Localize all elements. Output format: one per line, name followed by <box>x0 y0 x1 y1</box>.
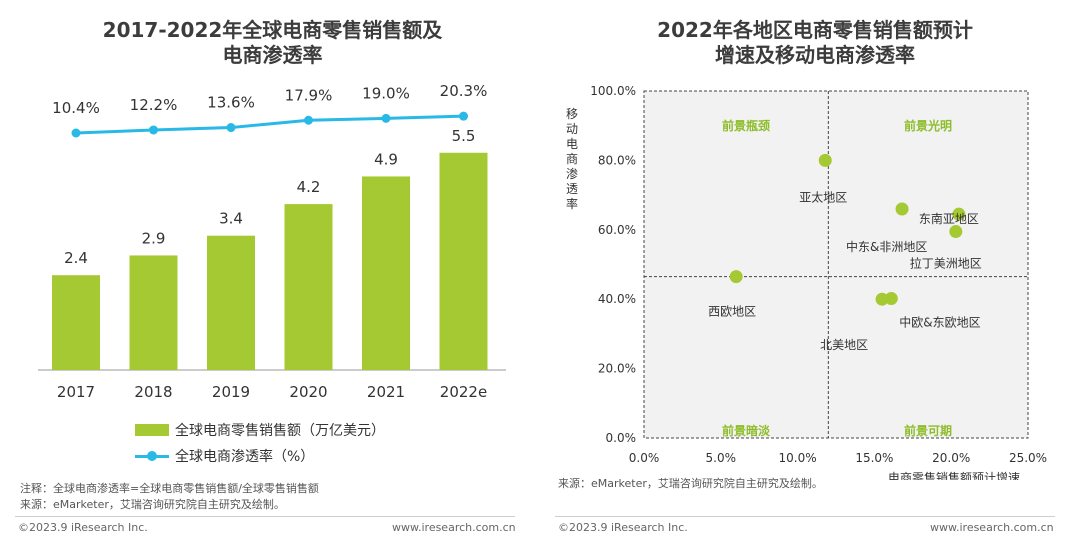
quadrant-label: 前景瓶颈 <box>722 118 770 133</box>
x-tick-label: 10.0% <box>779 451 817 465</box>
scatter-point <box>818 153 832 167</box>
y-tick-label: 100.0% <box>590 84 636 98</box>
penetration-line <box>75 114 464 135</box>
line-point <box>71 128 81 138</box>
y-axis-label-char: 动 <box>566 122 578 136</box>
line-value-label: 20.3% <box>440 82 488 100</box>
left-combo-chart: 2.4 2017 2.9 2018 3.4 2019 4.2 2020 4.9 2021 5.5 20… <box>38 82 506 401</box>
left-source: 来源：eMarketer，艾瑞咨询研究院自主研究及绘制。 <box>20 498 285 511</box>
x-tick-label: 2018 <box>134 383 172 401</box>
bar-value-label: 2.9 <box>142 229 166 247</box>
left-note: 注释：全球电商渗透率=全球电商零售销售额/全球零售销售额 <box>20 482 319 495</box>
line-point <box>381 113 391 123</box>
x-tick-label: 2021 <box>367 383 405 401</box>
left-copyright: ©2023.9 iResearch Inc. <box>18 521 148 534</box>
scatter-point <box>949 225 963 239</box>
right-scatter-chart: 0.0% 5.0% 10.0% 15.0% 20.0% 25.0% 0.0% 20.0% 40.… <box>566 84 1047 480</box>
legend-bar-swatch <box>135 424 169 436</box>
quadrant-label: 前景光明 <box>904 118 952 133</box>
bar-value-label: 4.2 <box>297 178 321 196</box>
quadrant-label: 前景暗淡 <box>722 423 771 438</box>
y-axis-label-char: 率 <box>566 196 578 211</box>
line-value-label: 12.2% <box>130 96 178 114</box>
x-tick-label: 2017 <box>57 383 95 401</box>
line-point <box>149 125 158 135</box>
y-tick-label: 20.0% <box>598 362 636 376</box>
line-point <box>226 123 236 133</box>
bar <box>52 275 100 370</box>
quadrant-label: 前景可期 <box>904 423 952 438</box>
right-title-line2: 增速及移动电商渗透率 <box>715 43 915 67</box>
x-tick-label: 25.0% <box>1009 451 1047 465</box>
line-point <box>304 115 313 125</box>
bar <box>207 235 255 370</box>
scatter-point-label: 北美地区 <box>820 338 868 352</box>
scatter-point <box>884 292 898 306</box>
left-footer-divider <box>15 516 515 517</box>
scatter-point-label: 中东&非洲地区 <box>846 239 927 254</box>
y-tick-label: 0.0% <box>606 431 637 445</box>
bar-value-label: 4.9 <box>374 150 398 168</box>
right-website: www.iresearch.com.cn <box>930 521 1054 534</box>
line-value-label: 10.4% <box>52 99 100 117</box>
scatter-point-label: 东南亚地区 <box>919 211 979 226</box>
x-tick-label: 15.0% <box>855 451 893 465</box>
scatter-point-label: 西欧地区 <box>708 305 756 319</box>
y-axis-label-char: 透 <box>566 182 578 196</box>
x-tick-label: 0.0% <box>629 451 660 465</box>
left-chart-title: 2017-2022年全球电商零售销售额及 电商渗透率 <box>20 18 525 68</box>
bar <box>129 255 178 370</box>
left-title-line1: 2017-2022年全球电商零售销售额及 <box>102 18 443 42</box>
y-tick-label: 80.0% <box>598 153 636 167</box>
right-copyright: ©2023.9 iResearch Inc. <box>558 521 688 534</box>
right-source: 来源：eMarketer，艾瑞咨询研究院自主研究及绘制。 <box>558 477 823 490</box>
legend-line-label: 全球电商渗透率（%） <box>175 449 315 465</box>
right-footer-divider <box>555 516 1055 517</box>
plot-area <box>643 90 1029 439</box>
x-axis-label: 电商零售销售额预计增速 <box>888 470 1020 480</box>
line-value-label: 19.0% <box>362 84 410 102</box>
scatter-point-label: 中欧&东欧地区 <box>899 315 980 330</box>
scatter-point-label: 亚太地区 <box>799 189 847 204</box>
x-tick-label: 20.0% <box>932 451 970 465</box>
legend-line-item: 全球电商渗透率（%） <box>135 446 314 466</box>
bar-value-label: 2.4 <box>64 249 88 267</box>
y-axis-label-char: 渗 <box>566 166 578 181</box>
x-tick-label: 2019 <box>212 383 250 401</box>
bar-value-label: 3.4 <box>219 210 243 228</box>
bar <box>362 176 410 370</box>
legend-line-swatch <box>135 450 169 462</box>
y-axis-label-char: 移 <box>566 107 578 121</box>
bar <box>439 152 488 370</box>
left-website: www.iresearch.com.cn <box>392 521 516 534</box>
bar <box>284 204 333 370</box>
legend-bar-label: 全球电商零售销售额（万亿美元） <box>175 423 385 439</box>
line-value-label: 17.9% <box>285 86 333 104</box>
line-value-label: 13.6% <box>207 94 255 112</box>
bar-value-label: 5.5 <box>452 127 476 145</box>
x-tick-label: 2022e <box>440 383 487 401</box>
left-title-line2: 电商渗透率 <box>222 43 323 67</box>
x-tick-label: 2020 <box>289 383 327 401</box>
legend-bar-item: 全球电商零售销售额（万亿美元） <box>135 420 385 440</box>
scatter-point <box>895 202 909 216</box>
y-tick-label: 60.0% <box>598 223 636 237</box>
y-axis-label-char: 商 <box>566 151 578 166</box>
scatter-point <box>729 270 743 284</box>
x-tick-label: 5.0% <box>706 451 737 465</box>
y-tick-label: 40.0% <box>598 292 636 306</box>
right-title-line1: 2022年各地区电商零售销售额预计 <box>657 18 973 42</box>
right-chart-title: 2022年各地区电商零售销售额预计 增速及移动电商渗透率 <box>560 18 1070 68</box>
scatter-point-label: 拉丁美洲地区 <box>910 256 982 271</box>
line-point <box>459 111 468 121</box>
y-axis-label-char: 电 <box>566 137 578 151</box>
scatter-point <box>952 207 966 221</box>
